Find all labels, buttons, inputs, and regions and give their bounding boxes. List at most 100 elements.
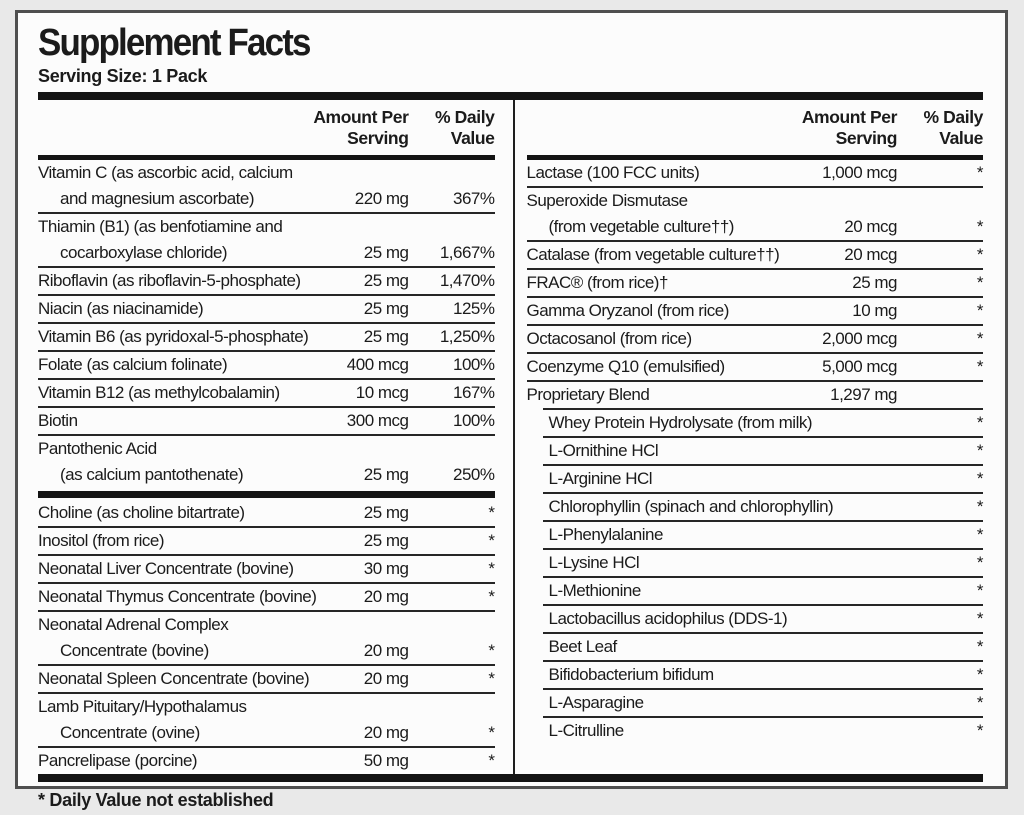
column-right: Amount Per Serving % Daily Value Lactase… [515, 100, 984, 774]
table-row: Bifidobacterium bifidum * [542, 660, 984, 688]
row-dv: * [976, 273, 984, 292]
ingredient-name: Vitamin B12 (as methylcobalamin) [38, 383, 280, 402]
row-dv: * [976, 637, 984, 656]
ingredient-name-line2: Concentrate (bovine) [60, 641, 209, 660]
ingredient-name: Neonatal Spleen Concentrate (bovine) [38, 669, 310, 688]
row-dv: 100% [453, 355, 495, 374]
row-dv: * [976, 245, 984, 264]
column-left-header: Amount Per Serving % Daily Value [38, 100, 495, 155]
table-row: L-Asparagine * [542, 688, 984, 716]
row-ingredient: Octacosanol (from rice) [527, 326, 786, 352]
table-row: Coenzyme Q10 (emulsified) 5,000 mcg * [526, 352, 984, 380]
table-row: Pancrelipase (porcine) 50 mg * [38, 746, 495, 774]
ingredient-name-line2: Concentrate (ovine) [60, 723, 200, 742]
row-ingredient: Gamma Oryzanol (from rice) [527, 298, 786, 324]
header-amount-line2: Serving [347, 128, 409, 148]
row-ingredient: Pancrelipase (porcine) [38, 748, 297, 774]
ingredient-name: Lactobacillus acidophilus (DDS-1) [548, 609, 788, 628]
header-amount-per-serving: Amount Per Serving [779, 107, 898, 149]
row-ingredient: Chlorophyllin (spinach and chlorophyllin… [543, 494, 834, 520]
row-amount: 10 mg [852, 301, 897, 320]
table-row: Gamma Oryzanol (from rice) 10 mg * [526, 296, 984, 324]
divider-thick-under-header [526, 155, 983, 160]
row-dv: 1,667% [439, 243, 495, 262]
ingredient-name: Coenzyme Q10 (emulsified) [526, 357, 726, 376]
row-ingredient: FRAC® (from rice)† [527, 270, 786, 296]
row-dv: 250% [453, 465, 495, 484]
ingredient-name: Beet Leaf [548, 637, 618, 656]
supplement-facts-label: Supplement Facts Serving Size: 1 Pack Am… [15, 10, 1008, 810]
row-ingredient: Lamb Pituitary/Hypothalamus Concentrate (… [38, 694, 297, 746]
serving-size: Serving Size: 1 Pack [38, 66, 208, 86]
row-amount: 20 mg [363, 641, 409, 660]
ingredient-name: Riboflavin (as riboflavin-5-phosphate) [38, 271, 301, 290]
row-ingredient: Neonatal Thymus Concentrate (bovine) [38, 584, 317, 610]
ingredient-name: Vitamin C (as ascorbic acid, calcium [38, 163, 293, 182]
row-amount: 1,297 mg [830, 385, 897, 404]
row-amount: 20 mg [363, 669, 409, 688]
row-dv: * [976, 497, 984, 516]
table-row: FRAC® (from rice)† 25 mg * [526, 268, 984, 296]
row-dv: 367% [453, 189, 495, 208]
row-amount: 25 mg [363, 327, 409, 346]
table-row: L-Citrulline * [542, 716, 984, 744]
ingredient-name-line2: (from vegetable culture††) [548, 217, 735, 236]
table-row: Lactobacillus acidophilus (DDS-1) * [542, 604, 984, 632]
row-amount: 25 mg [363, 531, 409, 550]
ingredient-name: L-Citrulline [548, 721, 625, 740]
row-dv: * [976, 413, 984, 432]
ingredient-name: Lactase (100 FCC units) [526, 163, 700, 182]
row-dv: 125% [453, 299, 495, 318]
row-ingredient: Catalase (from vegetable culture††) [527, 242, 786, 268]
table-row: Lamb Pituitary/Hypothalamus Concentrate (… [38, 692, 495, 746]
column-divider [512, 100, 515, 774]
ingredient-name: Pancrelipase (porcine) [38, 751, 198, 770]
row-dv: * [976, 217, 984, 236]
ingredient-name: Neonatal Liver Concentrate (bovine) [38, 559, 294, 578]
header-daily-value: % Daily Value [409, 107, 495, 149]
row-dv: * [976, 163, 984, 182]
row-amount: 25 mg [363, 243, 409, 262]
row-dv: * [976, 721, 984, 740]
ingredient-name: Chlorophyllin (spinach and chlorophyllin… [548, 497, 834, 516]
row-ingredient: L-Asparagine [543, 690, 786, 716]
row-dv: 1,470% [439, 271, 495, 290]
ingredient-name: Inositol (from rice) [38, 531, 165, 550]
table-row: Neonatal Liver Concentrate (bovine) 30 m… [38, 554, 495, 582]
divider-thick-mid [38, 491, 495, 498]
row-amount: 220 mg [354, 189, 409, 208]
row-amount: 2,000 mcg [822, 329, 897, 348]
ingredient-name: Neonatal Thymus Concentrate (bovine) [38, 587, 317, 606]
ingredient-name: Pantothenic Acid [38, 439, 157, 458]
row-ingredient: Whey Protein Hydrolysate (from milk) [543, 410, 813, 436]
table-row: Riboflavin (as riboflavin-5-phosphate) 2… [38, 266, 495, 294]
ingredient-name: L-Ornithine HCl [548, 441, 659, 460]
table-row: Niacin (as niacinamide) 25 mg 125% [38, 294, 495, 322]
table-row: Chlorophyllin (spinach and chlorophyllin… [542, 492, 984, 520]
row-ingredient: Proprietary Blend [527, 382, 786, 408]
row-amount: 20 mg [363, 587, 409, 606]
row-dv: * [488, 641, 495, 660]
table-row: Beet Leaf * [542, 632, 984, 660]
row-amount: 5,000 mcg [822, 357, 897, 376]
header-dv-line1: % Daily [435, 107, 495, 127]
table-row: Whey Protein Hydrolysate (from milk) * [542, 408, 984, 436]
row-ingredient: Coenzyme Q10 (emulsified) [527, 354, 786, 380]
ingredient-name: Biotin [38, 411, 78, 430]
row-ingredient: Pantothenic Acid (as calcium pantothenate… [38, 436, 297, 488]
table-row: Folate (as calcium folinate) 400 mcg 100… [38, 350, 495, 378]
table-row: Thiamin (B1) (as benfotiamine and cocarbo… [38, 212, 495, 266]
table-row: Proprietary Blend 1,297 mg [526, 380, 983, 408]
header-dv-line1: % Daily [923, 107, 984, 127]
row-amount: 25 mg [363, 271, 409, 290]
ingredient-name-line2: cocarboxylase chloride) [60, 243, 228, 262]
row-ingredient: Biotin [38, 408, 297, 434]
ingredient-name: Niacin (as niacinamide) [38, 299, 204, 318]
row-dv: * [976, 469, 984, 488]
row-amount: 10 mcg [355, 383, 409, 402]
header-dv-line2: Value [450, 128, 495, 148]
row-ingredient: Vitamin C (as ascorbic acid, calcium and … [38, 160, 297, 212]
table-row: Neonatal Adrenal Complex Concentrate (bov… [38, 610, 495, 664]
row-dv: * [976, 525, 984, 544]
row-ingredient: Superoxide Dismutase (from vegetable cult… [527, 188, 786, 240]
